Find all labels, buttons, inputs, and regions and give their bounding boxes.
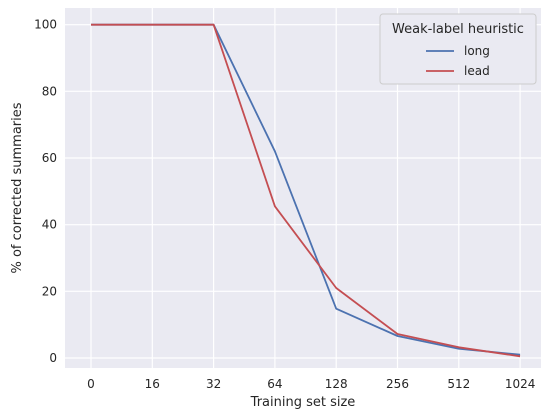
x-tick-label: 256 — [386, 377, 409, 391]
legend-label-lead: lead — [464, 64, 490, 78]
y-tick-label: 100 — [34, 18, 57, 32]
y-tick-label: 40 — [42, 218, 57, 232]
legend-title: Weak-label heuristic — [392, 22, 524, 37]
y-tick-labels: 0 20 40 60 80 100 — [34, 18, 57, 365]
x-axis-label: Training set size — [250, 395, 356, 409]
y-tick-label: 0 — [49, 351, 57, 365]
x-tick-label: 1024 — [505, 377, 536, 391]
y-axis-label: % of corrected summaries — [10, 102, 25, 273]
x-tick-label: 16 — [145, 377, 160, 391]
x-tick-label: 0 — [87, 377, 95, 391]
series-line-lead — [91, 23, 521, 358]
series-lines — [90, 23, 521, 358]
legend: Weak-label heuristic long lead — [379, 13, 537, 85]
legend-label-long: long — [464, 44, 490, 58]
x-tick-label: 128 — [325, 377, 348, 391]
legend-box — [379, 13, 537, 85]
x-tick-label: 32 — [206, 377, 221, 391]
y-tick-label: 80 — [42, 84, 57, 98]
y-tick-label: 20 — [42, 284, 57, 298]
x-tick-label: 64 — [267, 377, 282, 391]
x-tick-label: 512 — [447, 377, 470, 391]
y-tick-label: 60 — [42, 151, 57, 165]
x-tick-labels: 0 16 32 64 128 256 512 1024 — [87, 377, 535, 391]
legend-items: long lead — [426, 44, 490, 78]
